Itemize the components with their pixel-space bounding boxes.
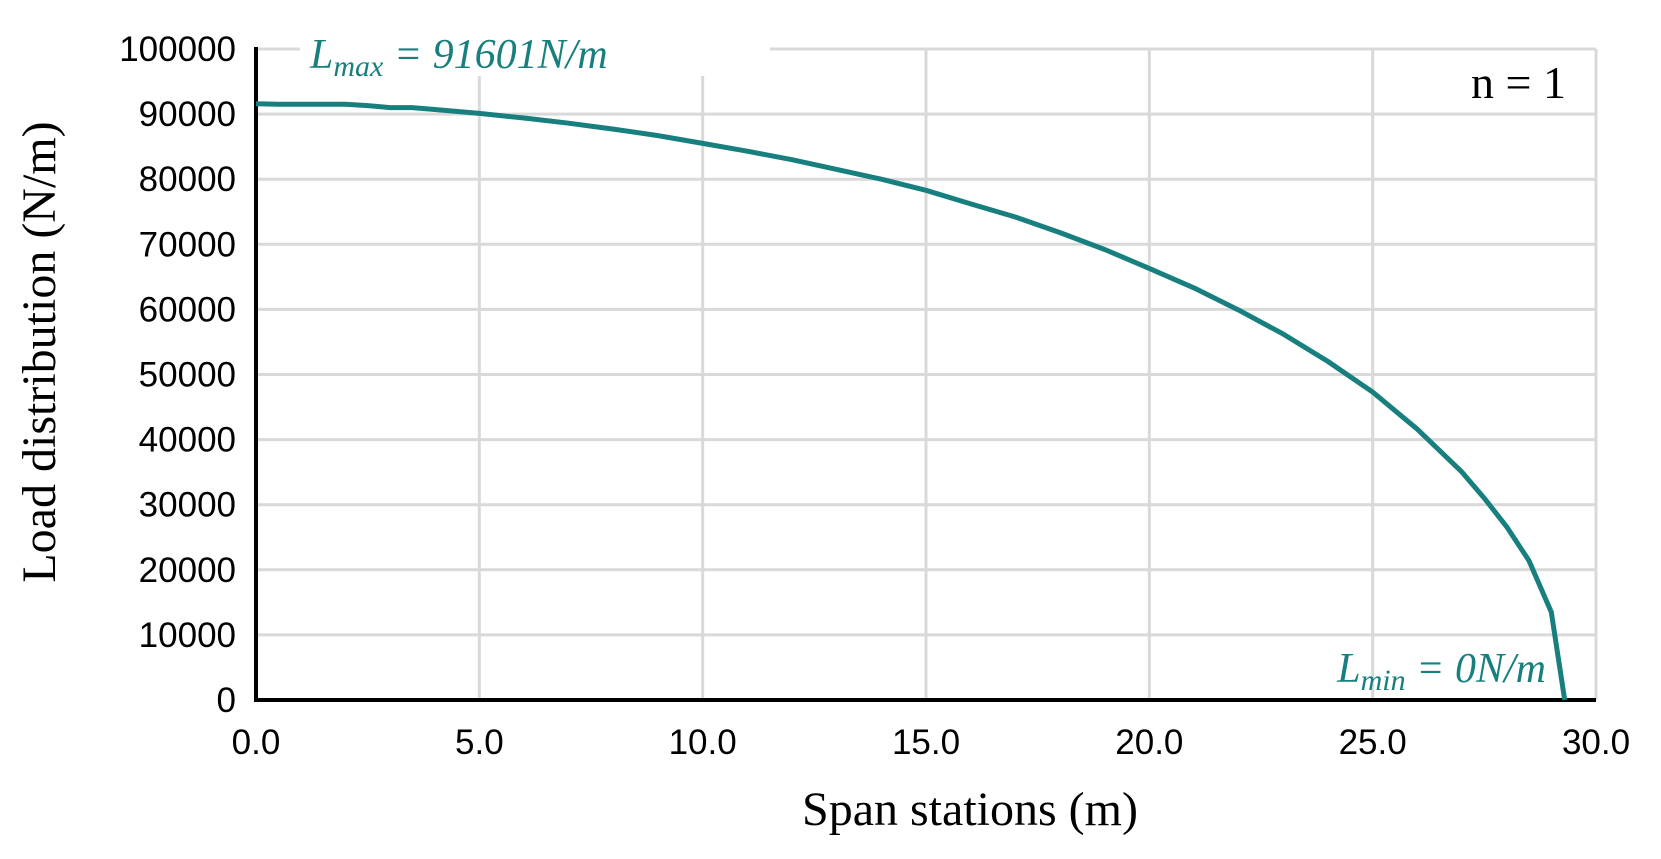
min-annotation: Lmin = 0N/m (1336, 646, 1546, 697)
y-tick-label: 40000 (139, 421, 236, 460)
y-tick-label: 30000 (139, 486, 236, 525)
series-lines (255, 101, 1568, 701)
min-annotation-sub: min (1361, 664, 1406, 697)
x-tick-label: 10.0 (669, 723, 737, 762)
y-tick-label: 20000 (139, 551, 236, 590)
max-annotation: Lmax = 91601N/m (300, 26, 770, 83)
y-tick-label: 90000 (139, 95, 236, 134)
min-annotation-value: = 0N/m (1406, 646, 1546, 692)
y-tick-label: 70000 (139, 225, 236, 264)
y-tick-label: 0 (217, 681, 236, 720)
y-tick-label: 80000 (139, 160, 236, 199)
y-tick-label: 10000 (139, 616, 236, 655)
x-axis-title: Span stations (m) (802, 783, 1138, 836)
max-annotation-base: L (309, 32, 333, 78)
svg-text:Lmax = 91601N/m: Lmax = 91601N/m (309, 32, 608, 83)
series-line (255, 101, 1568, 701)
n-label: n = 1 (1471, 57, 1566, 108)
y-tick-labels: 0 10000 20000 30000 40000 50000 60000 70000 8000… (119, 30, 236, 720)
min-annotation-base: L (1336, 646, 1360, 692)
max-annotation-sub: max (333, 50, 384, 83)
plot-frame (254, 47, 1596, 702)
x-tick-label: 20.0 (1115, 723, 1183, 762)
y-tick-label: 50000 (139, 356, 236, 395)
x-tick-label: 0.0 (232, 723, 281, 762)
svg-text:Lmin = 0N/m: Lmin = 0N/m (1336, 646, 1546, 697)
grid-lines (256, 47, 1598, 700)
y-tick-label: 100000 (119, 30, 236, 69)
x-tick-label: 25.0 (1339, 723, 1407, 762)
x-tick-label: 15.0 (892, 723, 960, 762)
x-tick-label: 5.0 (455, 723, 504, 762)
y-axis-title: Load distribution (N/m) (13, 121, 66, 582)
max-annotation-value: = 91601N/m (383, 32, 607, 78)
x-tick-labels: 0.0 5.0 10.0 15.0 20.0 25.0 30.0 (232, 723, 1630, 762)
x-tick-label: 30.0 (1562, 723, 1630, 762)
y-tick-label: 60000 (139, 290, 236, 329)
max-annotation-background (300, 26, 770, 76)
